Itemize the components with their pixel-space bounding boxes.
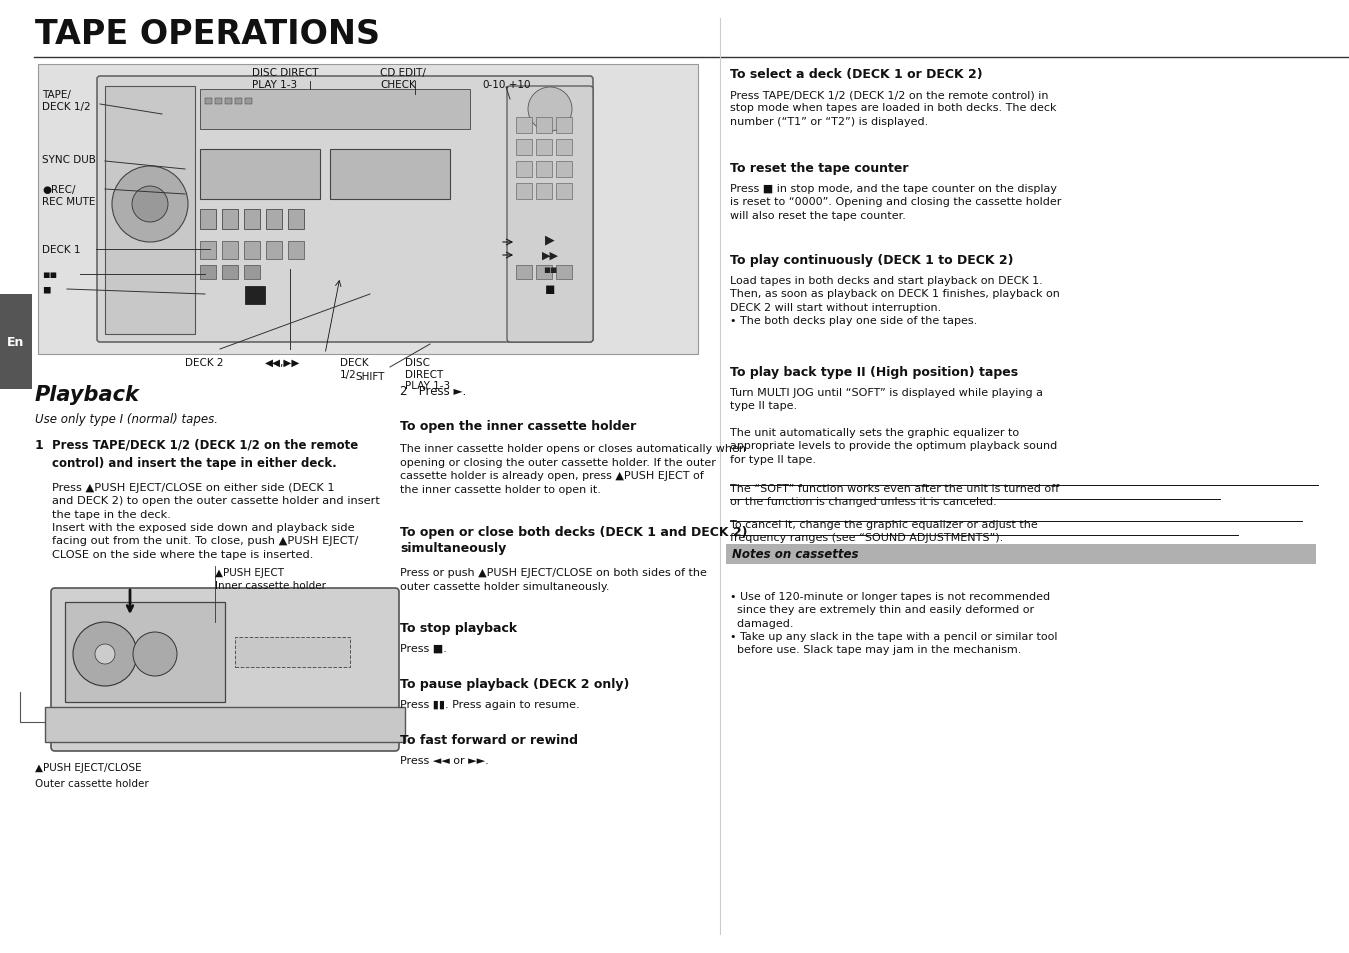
Text: DECK
1/2: DECK 1/2	[340, 357, 368, 379]
Bar	[536, 140, 552, 156]
Text: TAPE OPERATIONS: TAPE OPERATIONS	[35, 18, 380, 51]
Bar	[536, 162, 552, 178]
Text: Press ▮▮. Press again to resume.: Press ▮▮. Press again to resume.	[401, 700, 580, 709]
Text: The unit automatically sets the graphic equalizer to
appropriate levels to provi: The unit automatically sets the graphic …	[730, 428, 1058, 464]
Text: Press ▲PUSH EJECT/CLOSE on either side (DECK 1
and DECK 2) to open the outer cas: Press ▲PUSH EJECT/CLOSE on either side (…	[53, 482, 380, 559]
Text: DISC
DIRECT
PLAY 1-3: DISC DIRECT PLAY 1-3	[405, 357, 451, 391]
Bar	[223, 266, 237, 280]
FancyBboxPatch shape	[51, 588, 399, 751]
Bar	[556, 162, 572, 178]
Text: TAPE/
DECK 1/2: TAPE/ DECK 1/2	[42, 90, 90, 112]
FancyBboxPatch shape	[507, 87, 594, 343]
Bar	[331, 150, 451, 200]
Text: ●REC/
REC MUTE: ●REC/ REC MUTE	[42, 185, 96, 207]
Text: Inner cassette holder: Inner cassette holder	[214, 580, 326, 590]
Text: ◀◀,▶▶: ◀◀,▶▶	[264, 357, 301, 368]
Bar	[200, 210, 216, 230]
Text: ▲PUSH EJECT/CLOSE: ▲PUSH EJECT/CLOSE	[35, 762, 142, 772]
Text: To play back type II (High position) tapes: To play back type II (High position) tap…	[730, 366, 1018, 378]
Bar	[235, 638, 349, 667]
Text: ◼: ◼	[42, 284, 51, 294]
Text: To fast forward or rewind: To fast forward or rewind	[401, 733, 577, 746]
Bar	[517, 184, 532, 200]
Bar	[200, 150, 320, 200]
Bar	[536, 184, 552, 200]
Bar	[556, 140, 572, 156]
Text: Use only type I (normal) tapes.: Use only type I (normal) tapes.	[35, 413, 219, 426]
Bar	[244, 266, 260, 280]
Text: Press or push ▲PUSH EJECT/CLOSE on both sides of the
outer cassette holder simul: Press or push ▲PUSH EJECT/CLOSE on both …	[401, 567, 707, 591]
Text: 0-10,+10: 0-10,+10	[482, 80, 530, 90]
Text: DISC DIRECT
PLAY 1-3: DISC DIRECT PLAY 1-3	[252, 68, 318, 90]
Text: ▶▶: ▶▶	[541, 251, 558, 261]
Text: To select a deck (DECK 1 or DECK 2): To select a deck (DECK 1 or DECK 2)	[730, 68, 982, 81]
Text: ◾◾: ◾◾	[542, 265, 557, 274]
Text: Press ■.: Press ■.	[401, 643, 447, 654]
Text: CD EDIT/
CHECK: CD EDIT/ CHECK	[380, 68, 426, 90]
Bar	[246, 99, 252, 105]
Bar	[556, 266, 572, 280]
Bar	[223, 210, 237, 230]
Text: Press TAPE/DECK 1/2 (DECK 1/2 on the remote control) in
stop mode when tapes are: Press TAPE/DECK 1/2 (DECK 1/2 on the rem…	[730, 90, 1056, 127]
Circle shape	[112, 167, 188, 243]
Text: To cancel it, change the graphic equalizer or adjust the
frequency ranges (see “: To cancel it, change the graphic equaliz…	[730, 519, 1037, 543]
Text: ◼: ◼	[545, 283, 556, 296]
Bar	[244, 210, 260, 230]
Text: Load tapes in both decks and start playback on DECK 1.
Then, as soon as playback: Load tapes in both decks and start playb…	[730, 275, 1060, 326]
Text: ◾◾: ◾◾	[42, 270, 57, 280]
Text: Outer cassette holder: Outer cassette holder	[35, 779, 148, 788]
Text: SYNC DUB: SYNC DUB	[42, 154, 96, 165]
Text: To pause playback (DECK 2 only): To pause playback (DECK 2 only)	[401, 678, 630, 690]
Text: ▲PUSH EJECT: ▲PUSH EJECT	[214, 567, 285, 578]
Circle shape	[132, 187, 169, 223]
Bar	[536, 118, 552, 133]
Text: Turn MULTI JOG until “SOFT” is displayed while playing a
type II tape.: Turn MULTI JOG until “SOFT” is displayed…	[730, 388, 1043, 411]
Text: En: En	[7, 335, 24, 349]
Bar	[214, 99, 223, 105]
Bar	[235, 99, 241, 105]
Text: • Use of 120-minute or longer tapes is not recommended
  since they are extremel: • Use of 120-minute or longer tapes is n…	[730, 592, 1058, 655]
Bar	[205, 99, 212, 105]
Bar	[65, 602, 225, 702]
Text: Press ◄◄ or ►►.: Press ◄◄ or ►►.	[401, 755, 488, 765]
Text: Playback: Playback	[35, 385, 140, 405]
Bar	[517, 140, 532, 156]
Circle shape	[94, 644, 115, 664]
Text: The inner cassette holder opens or closes automatically when
opening or closing : The inner cassette holder opens or close…	[401, 443, 746, 495]
Bar	[225, 99, 232, 105]
Bar	[287, 242, 304, 260]
Text: DECK 2: DECK 2	[185, 357, 224, 368]
Text: The “SOFT” function works even after the unit is turned off
or the function is c: The “SOFT” function works even after the…	[730, 483, 1059, 507]
Text: Notes on cassettes: Notes on cassettes	[733, 548, 858, 561]
Bar	[266, 242, 282, 260]
Bar	[556, 184, 572, 200]
Circle shape	[73, 622, 138, 686]
Bar	[45, 707, 405, 742]
Bar	[200, 242, 216, 260]
Bar	[726, 544, 1317, 564]
Bar	[105, 87, 196, 335]
Circle shape	[134, 633, 177, 677]
Bar	[517, 118, 532, 133]
Text: 1: 1	[35, 438, 43, 452]
Bar	[287, 210, 304, 230]
Bar	[38, 65, 697, 355]
FancyBboxPatch shape	[97, 77, 594, 343]
Bar	[536, 266, 552, 280]
Text: Press TAPE/DECK 1/2 (DECK 1/2 on the remote
control) and insert the tape in eith: Press TAPE/DECK 1/2 (DECK 1/2 on the rem…	[53, 438, 359, 469]
Bar	[200, 266, 216, 280]
Text: 2   Press ►.: 2 Press ►.	[401, 385, 467, 397]
Bar	[0, 294, 32, 390]
Bar	[246, 287, 264, 305]
Text: DECK 1: DECK 1	[42, 245, 81, 254]
Bar	[244, 242, 260, 260]
Text: To stop playback: To stop playback	[401, 621, 517, 635]
Text: ▶: ▶	[545, 233, 554, 246]
Text: To open or close both decks (DECK 1 and DECK 2)
simultaneously: To open or close both decks (DECK 1 and …	[401, 525, 747, 555]
Circle shape	[527, 88, 572, 132]
Bar	[556, 118, 572, 133]
Bar	[517, 266, 532, 280]
Bar	[223, 242, 237, 260]
Bar	[517, 162, 532, 178]
Bar	[266, 210, 282, 230]
